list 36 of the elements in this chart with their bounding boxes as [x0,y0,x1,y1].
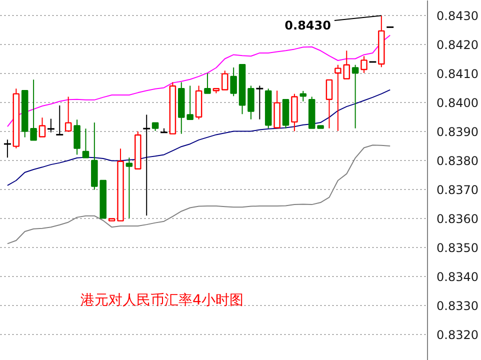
candlestick [360,56,368,74]
y-tick-label: 0.8430 [436,9,478,24]
candlestick [326,79,333,129]
y-tick-label: 0.8350 [436,240,478,255]
y-tick-label: 0.8330 [436,298,478,313]
annotation: 0.8430 [284,18,331,32]
candlestick [204,72,211,94]
line-series [6,89,391,186]
y-tick-label: 0.8410 [436,67,478,82]
candlestick [221,70,228,90]
line-series [6,144,391,244]
candlestick [55,104,64,136]
y-tick-label: 0.8360 [436,212,478,226]
candlestick [126,157,133,219]
candlestick [248,85,254,120]
candlestick [38,117,46,138]
candlestick [300,90,307,102]
candlestick [255,85,264,120]
candlestick [30,79,37,141]
y-tick-label: 0.8400 [436,96,478,110]
y-tick-label: 0.8320 [436,328,478,342]
y-tick-label: 0.8370 [436,182,478,197]
y-tick-label: 0.8380 [436,154,478,168]
candlestick [352,64,359,129]
text: 港元对人民币汇率4小时图 [80,292,244,308]
candlestick [46,118,56,133]
y-tick-label: 0.8420 [436,38,478,52]
candlestick [74,119,80,156]
y-tick-label: 0.8390 [436,125,478,140]
y-tick-label: 0.8340 [436,270,478,284]
candlestick [82,128,90,158]
candlestick [3,139,12,158]
line-series [6,34,391,128]
candlestick [230,66,237,97]
candlestick [64,96,72,132]
candlestick [142,114,151,216]
